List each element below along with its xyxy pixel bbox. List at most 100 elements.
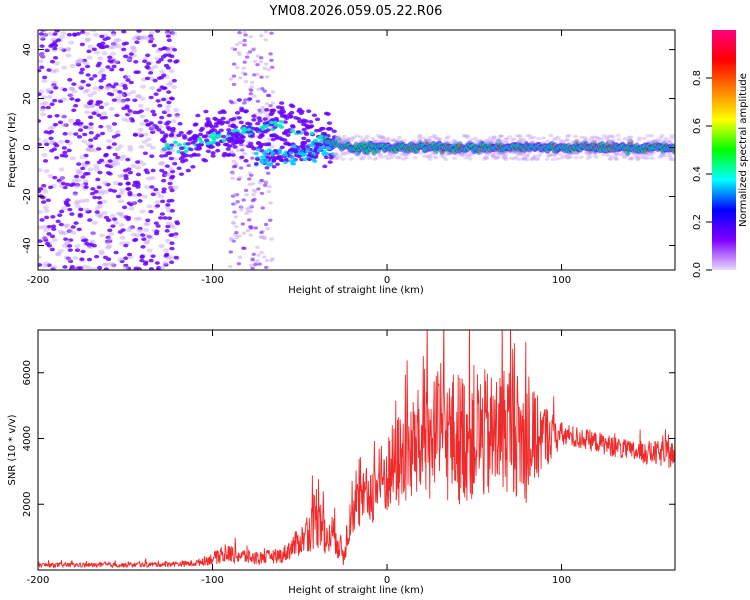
- noise-point: [128, 202, 134, 207]
- noise-point: [68, 40, 75, 45]
- signal-point: [195, 153, 201, 157]
- noise-point: [258, 60, 264, 64]
- noise-point: [263, 30, 269, 34]
- noise-point: [171, 85, 178, 90]
- halo-point: [391, 139, 397, 143]
- noise-point: [133, 266, 139, 270]
- signal-point: [301, 127, 307, 132]
- noise-point: [121, 47, 127, 52]
- halo-point: [622, 150, 627, 155]
- signal-point: [268, 162, 274, 166]
- noise-point: [65, 46, 72, 51]
- halo-point: [431, 151, 437, 155]
- noise-point: [259, 250, 264, 255]
- y-tick-label: 6000: [22, 360, 33, 385]
- halo-point: [482, 157, 487, 161]
- halo-point: [661, 139, 667, 143]
- noise-point: [121, 30, 127, 34]
- halo-point: [612, 155, 618, 160]
- halo-point: [606, 138, 612, 142]
- halo-point: [640, 155, 646, 160]
- halo-point: [460, 151, 466, 155]
- halo-point: [578, 140, 584, 144]
- noise-point: [92, 136, 99, 140]
- noise-point: [103, 102, 110, 107]
- halo-point: [388, 156, 394, 160]
- signal-point: [243, 109, 249, 113]
- signal-point: [159, 168, 165, 173]
- noise-point: [72, 256, 79, 261]
- ridge-point: [372, 150, 376, 154]
- noise-point: [112, 59, 119, 64]
- noise-point: [144, 184, 151, 189]
- halo-point: [550, 152, 556, 157]
- halo-point: [349, 136, 355, 140]
- noise-point: [268, 218, 273, 222]
- noise-point: [159, 212, 165, 216]
- noise-point: [85, 83, 91, 87]
- halo-point: [510, 151, 515, 155]
- noise-point: [263, 180, 269, 184]
- signal-point: [247, 122, 253, 126]
- noise-point: [108, 232, 115, 237]
- signal-point: [239, 108, 245, 113]
- halo-point: [607, 140, 613, 145]
- noise-point: [106, 257, 112, 261]
- noise-point: [255, 245, 260, 249]
- halo-point: [383, 155, 389, 159]
- noise-point: [268, 201, 273, 205]
- halo-point: [341, 134, 347, 138]
- halo-point: [662, 153, 668, 157]
- signal-point: [285, 133, 291, 137]
- noise-point: [61, 206, 68, 211]
- noise-point: [167, 181, 173, 186]
- noise-point: [105, 218, 112, 222]
- halo-point: [495, 151, 501, 156]
- noise-point: [141, 237, 147, 241]
- halo-point: [538, 151, 543, 156]
- noise-point: [242, 246, 247, 250]
- halo-point: [417, 134, 423, 138]
- signal-point: [289, 110, 295, 115]
- noise-point: [60, 114, 67, 119]
- noise-point: [62, 132, 68, 136]
- halo-point: [345, 138, 351, 143]
- noise-point: [139, 254, 145, 259]
- noise-point: [65, 257, 72, 262]
- halo-point: [511, 157, 517, 161]
- noise-point: [49, 247, 55, 252]
- colorbar-tick-label: 0.6: [692, 118, 703, 134]
- halo-point: [431, 134, 437, 138]
- signal-point: [190, 165, 196, 169]
- noise-point: [154, 261, 160, 265]
- spectrogram-y-ticks: -40 -20 0 20 40: [22, 43, 675, 254]
- signal-core-point: [278, 124, 281, 127]
- signal-core-point: [265, 125, 268, 128]
- signal-point: [185, 141, 191, 146]
- noise-point: [136, 228, 143, 233]
- noise-point: [130, 163, 137, 168]
- noise-point: [172, 185, 179, 190]
- halo-point: [653, 138, 659, 143]
- halo-point: [522, 156, 528, 161]
- halo-point: [552, 138, 557, 142]
- noise-point: [74, 244, 81, 249]
- halo-point: [386, 153, 392, 157]
- halo-point: [656, 139, 662, 143]
- halo-point: [498, 140, 504, 144]
- noise-point: [43, 168, 50, 173]
- noise-point: [43, 261, 50, 266]
- halo-point: [521, 138, 527, 142]
- noise-point: [111, 41, 118, 46]
- signal-point: [311, 113, 318, 118]
- noise-point: [267, 185, 272, 189]
- noise-point: [80, 166, 86, 171]
- halo-point: [594, 136, 600, 140]
- noise-point: [115, 44, 122, 49]
- noise-point: [268, 104, 273, 108]
- noise-point: [47, 173, 54, 178]
- halo-point: [565, 138, 570, 142]
- signal-point: [230, 153, 236, 157]
- noise-point: [237, 31, 242, 35]
- noise-point: [54, 155, 60, 160]
